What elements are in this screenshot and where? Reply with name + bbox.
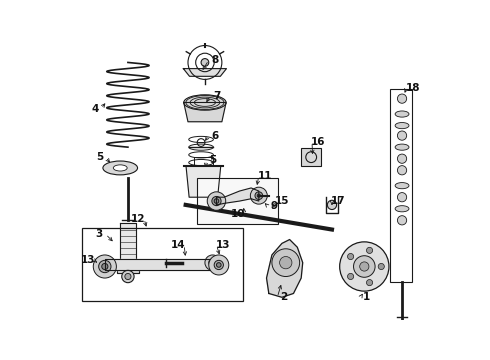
Polygon shape (117, 265, 139, 273)
Ellipse shape (395, 144, 409, 150)
Circle shape (397, 154, 407, 163)
Circle shape (367, 279, 372, 286)
Circle shape (347, 253, 354, 260)
Polygon shape (183, 69, 226, 76)
Ellipse shape (395, 206, 409, 212)
Text: 13: 13 (81, 255, 95, 265)
Text: 9: 9 (270, 202, 278, 211)
Circle shape (397, 193, 407, 202)
Circle shape (207, 192, 226, 210)
Circle shape (272, 249, 300, 276)
Bar (391, 89, 412, 282)
Ellipse shape (395, 122, 409, 129)
Ellipse shape (395, 111, 409, 117)
Circle shape (327, 200, 337, 210)
Polygon shape (267, 239, 303, 297)
Circle shape (102, 264, 108, 270)
Text: 6: 6 (211, 131, 219, 141)
Polygon shape (184, 103, 226, 122)
Ellipse shape (103, 161, 138, 175)
Circle shape (214, 199, 219, 203)
Circle shape (125, 274, 131, 280)
Bar (197, 178, 278, 224)
Text: 18: 18 (406, 83, 420, 93)
Circle shape (354, 256, 375, 277)
Text: 12: 12 (131, 214, 145, 224)
Circle shape (209, 259, 217, 266)
Text: 8: 8 (211, 55, 219, 65)
Text: 2: 2 (280, 292, 287, 302)
Circle shape (122, 270, 134, 283)
Circle shape (255, 192, 263, 199)
Text: 17: 17 (331, 196, 345, 206)
Text: 1: 1 (363, 292, 370, 302)
Circle shape (205, 255, 220, 270)
Polygon shape (217, 188, 259, 205)
Polygon shape (186, 166, 220, 197)
Circle shape (280, 256, 292, 269)
Text: 11: 11 (258, 171, 272, 181)
Text: 4: 4 (91, 104, 98, 114)
Circle shape (397, 94, 407, 103)
Circle shape (347, 273, 354, 279)
Text: 5: 5 (209, 155, 216, 165)
Circle shape (397, 166, 407, 175)
Circle shape (209, 255, 229, 275)
Bar (301, 148, 321, 166)
Circle shape (212, 197, 221, 206)
Circle shape (397, 216, 407, 225)
Circle shape (378, 264, 384, 270)
Circle shape (360, 262, 369, 271)
Circle shape (397, 131, 407, 140)
Ellipse shape (184, 95, 226, 110)
Text: 13: 13 (216, 240, 230, 250)
Text: 7: 7 (213, 91, 220, 100)
Text: 10: 10 (231, 209, 245, 219)
Text: 3: 3 (96, 229, 103, 239)
Circle shape (340, 242, 389, 291)
Circle shape (98, 260, 111, 273)
Circle shape (214, 260, 223, 270)
Circle shape (201, 59, 209, 66)
Ellipse shape (113, 165, 127, 171)
Circle shape (93, 255, 117, 278)
Text: 14: 14 (171, 240, 185, 250)
Text: 16: 16 (311, 137, 325, 147)
Ellipse shape (395, 183, 409, 189)
Circle shape (250, 187, 268, 204)
Circle shape (367, 247, 372, 253)
Polygon shape (120, 223, 136, 265)
Circle shape (257, 194, 260, 197)
Bar (82, 228, 244, 301)
Polygon shape (105, 259, 213, 270)
Text: 5: 5 (96, 152, 103, 162)
Text: 15: 15 (275, 196, 289, 206)
Circle shape (217, 263, 221, 267)
